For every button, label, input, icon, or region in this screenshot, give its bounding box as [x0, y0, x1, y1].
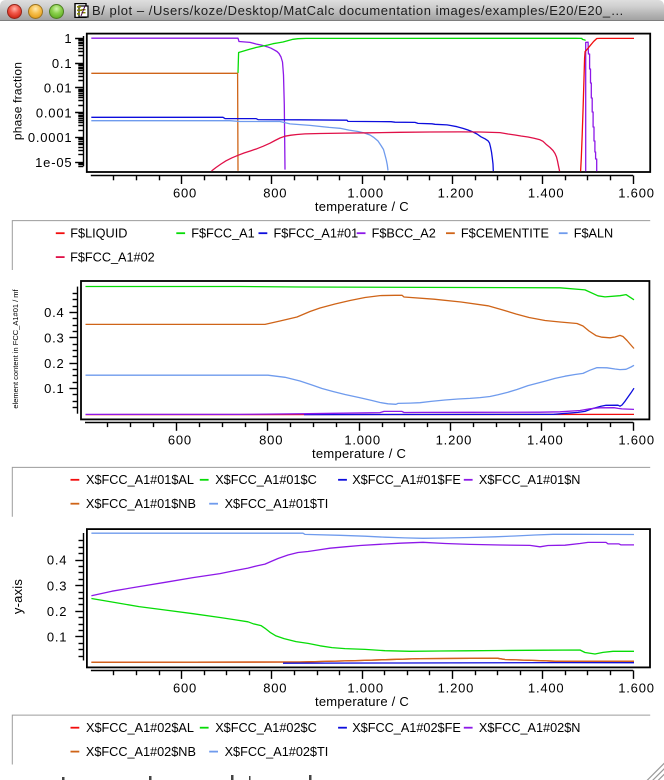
svg-text:0.001: 0.001 [36, 105, 73, 120]
svg-text:0.1: 0.1 [47, 630, 67, 645]
svg-text:X$FCC_A1#02$N: X$FCC_A1#02$N [479, 721, 581, 735]
svg-text:element content in FCC_A1#01 /: element content in FCC_A1#01 / mf [11, 288, 20, 408]
svg-text:1.200: 1.200 [438, 681, 475, 696]
svg-text:800: 800 [263, 186, 287, 201]
svg-text:X$FCC_A1#01$AL: X$FCC_A1#01$AL [86, 473, 194, 487]
svg-text:X$FCC_A1#02$FE: X$FCC_A1#02$FE [352, 721, 461, 735]
svg-text:800: 800 [263, 681, 287, 696]
svg-text:1.600: 1.600 [618, 186, 655, 201]
svg-text:1: 1 [64, 31, 72, 46]
svg-text:0.4: 0.4 [47, 553, 67, 568]
svg-text:1.000: 1.000 [344, 432, 381, 447]
svg-text:600: 600 [173, 681, 197, 696]
svg-text:X$FCC_A1#01$C: X$FCC_A1#01$C [215, 473, 317, 487]
svg-text:600: 600 [168, 432, 192, 447]
svg-text:F$FCC_A1#02: F$FCC_A1#02 [70, 250, 155, 264]
svg-text:1.400: 1.400 [528, 681, 565, 696]
svg-text:y-axis: y-axis [10, 579, 25, 614]
svg-text:0.1: 0.1 [52, 56, 72, 71]
svg-text:F$FCC_A1: F$FCC_A1 [191, 226, 254, 240]
svg-text:X$FCC_A1#02$NB: X$FCC_A1#02$NB [86, 745, 196, 759]
svg-text:temperature / C: temperature / C [315, 694, 409, 709]
svg-text:F$BCC_A2: F$BCC_A2 [372, 226, 436, 240]
svg-text:0.01: 0.01 [44, 81, 73, 96]
svg-text:1.600: 1.600 [618, 681, 655, 696]
svg-text:0.0001: 0.0001 [28, 130, 73, 145]
svg-text:F$FCC_A1#01: F$FCC_A1#01 [274, 226, 359, 240]
svg-text:F$CEMENTITE: F$CEMENTITE [461, 226, 549, 240]
svg-text:X$FCC_A1#01$TI: X$FCC_A1#01$TI [225, 497, 329, 511]
svg-text:1.200: 1.200 [438, 186, 475, 201]
svg-text:1.600: 1.600 [618, 432, 655, 447]
svg-text:F$LIQUID: F$LIQUID [70, 226, 127, 240]
svg-text:0.4: 0.4 [44, 305, 64, 320]
svg-text:1.200: 1.200 [436, 432, 473, 447]
svg-text:0.3: 0.3 [44, 331, 64, 346]
svg-text:0.2: 0.2 [44, 356, 64, 371]
svg-text:phase fraction: phase fraction [11, 62, 25, 140]
svg-text:0.3: 0.3 [47, 578, 67, 593]
svg-text:F$ALN: F$ALN [574, 226, 614, 240]
svg-text:X$FCC_A1#02$TI: X$FCC_A1#02$TI [225, 745, 329, 759]
svg-text:X$FCC_A1#01$NB: X$FCC_A1#01$NB [86, 497, 196, 511]
svg-text:0.2: 0.2 [47, 604, 67, 619]
svg-text:X$FCC_A1#02$C: X$FCC_A1#02$C [215, 721, 317, 735]
svg-text:X$FCC_A1#01$N: X$FCC_A1#01$N [479, 473, 581, 487]
svg-text:X$FCC_A1#02$AL: X$FCC_A1#02$AL [86, 721, 194, 735]
svg-text:1.000: 1.000 [347, 186, 384, 201]
svg-text:800: 800 [259, 432, 283, 447]
svg-text:1.000: 1.000 [347, 681, 384, 696]
svg-text:X$FCC_A1#01$FE: X$FCC_A1#01$FE [352, 473, 461, 487]
svg-text:temperature / C: temperature / C [312, 446, 406, 461]
svg-text:temperature / C: temperature / C [315, 199, 409, 214]
svg-text:1e-05: 1e-05 [35, 155, 72, 170]
svg-text:0.1: 0.1 [44, 381, 64, 396]
svg-text:1.400: 1.400 [528, 186, 565, 201]
svg-text:1.400: 1.400 [527, 432, 564, 447]
svg-text:600: 600 [173, 186, 197, 201]
